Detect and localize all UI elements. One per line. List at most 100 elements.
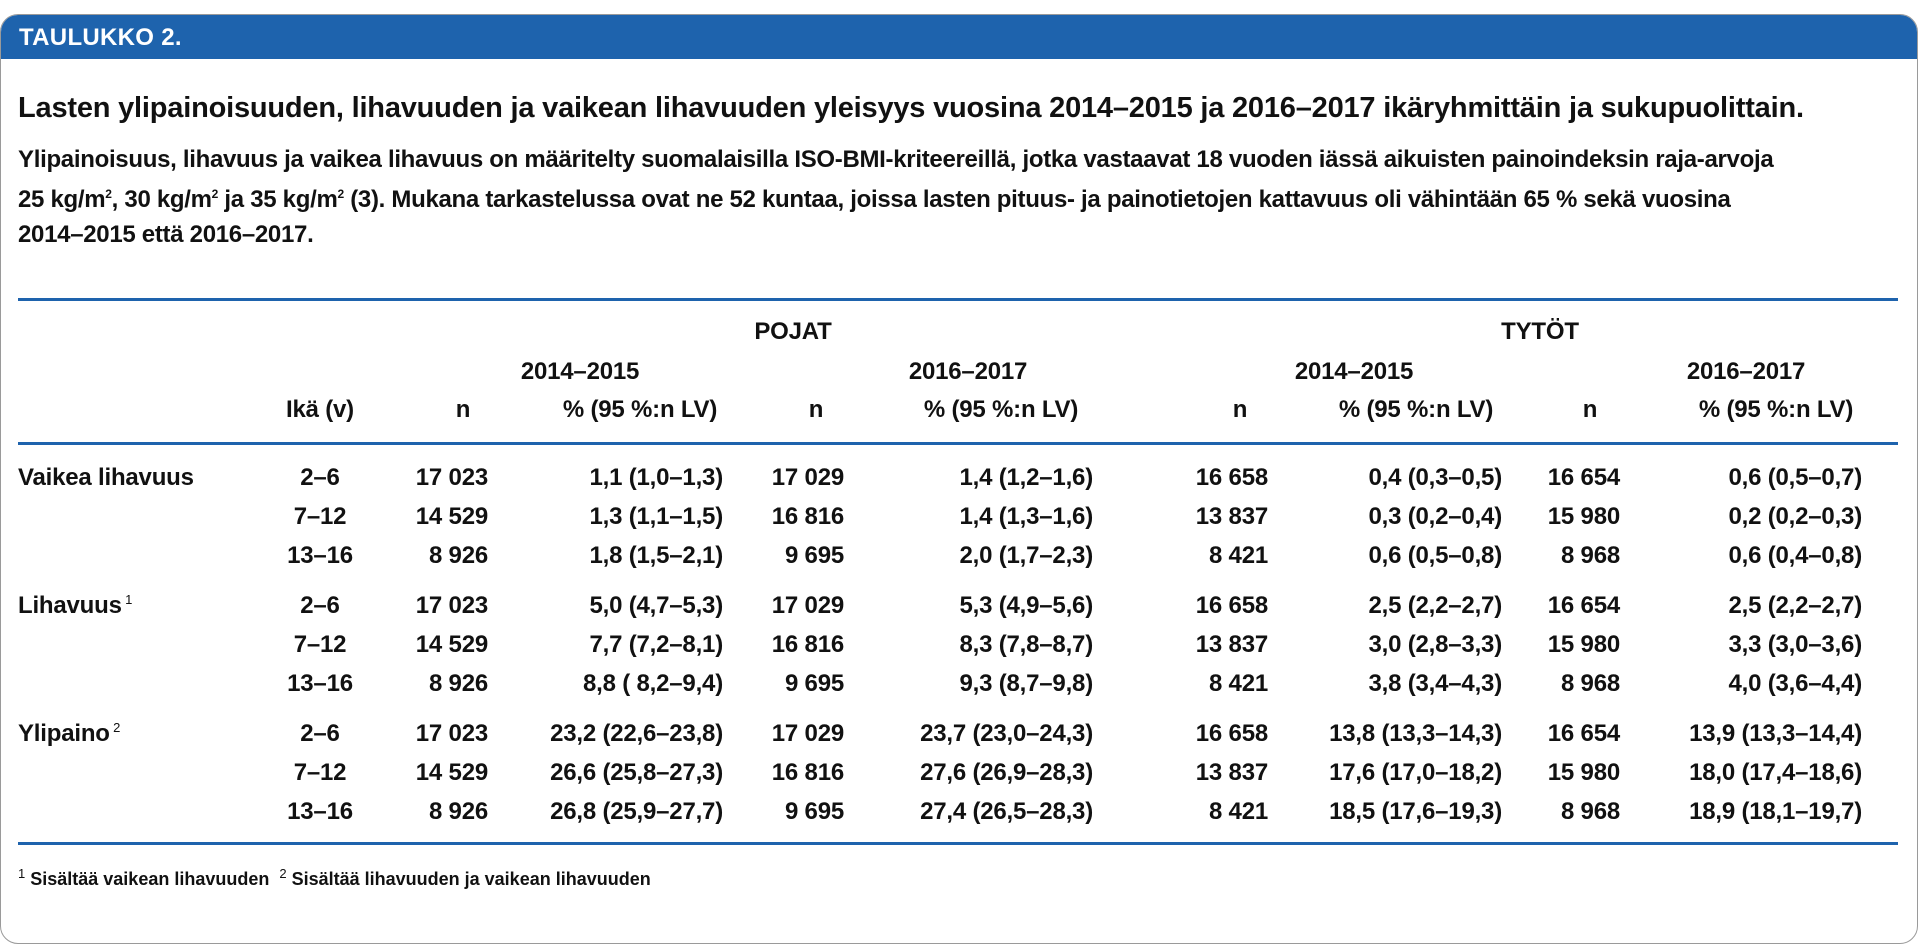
- cell-girls-pct-2: 0,6 (0,4–0,8): [1728, 542, 1863, 569]
- cell-boys-pct-1: 1,3 (1,1–1,5): [589, 503, 724, 530]
- cell-age: 7–12: [293, 631, 347, 658]
- cell-boys-pct-1: 1,8 (1,5–2,1): [589, 542, 724, 569]
- cell-girls-pct-1: 0,3 (0,2–0,4): [1368, 503, 1503, 530]
- cell-boys-n-2: 16 816: [771, 631, 844, 658]
- cell-girls-n-1: 16 658: [1195, 592, 1268, 619]
- cell-boys-pct-2: 23,7 (23,0–24,3): [920, 720, 1093, 747]
- cell-girls-pct-2: 0,6 (0,5–0,7): [1728, 464, 1863, 491]
- cell-boys-n-2: 17 029: [771, 592, 844, 619]
- cell-age: 13–16: [287, 798, 353, 825]
- row-group-label: Lihavuus 1: [18, 592, 133, 619]
- col-header-pct: % (95 %:n LV): [923, 396, 1079, 423]
- cell-boys-pct-1: 26,8 (25,9–27,7): [550, 798, 723, 825]
- bottom-rule: [18, 842, 1898, 845]
- cell-age: 7–12: [293, 759, 347, 786]
- cell-girls-n-1: 13 837: [1195, 503, 1268, 530]
- table-title: Lasten ylipainoisuuden, lihavuuden ja va…: [18, 92, 1804, 124]
- header-rule: [18, 442, 1898, 445]
- cell-girls-n-1: 13 837: [1195, 759, 1268, 786]
- cell-girls-pct-2: 0,2 (0,2–0,3): [1728, 503, 1863, 530]
- cell-boys-pct-1: 26,6 (25,8–27,3): [550, 759, 723, 786]
- cell-age: 2–6: [300, 464, 340, 491]
- footnotes: 1 Sisältää vaikean lihavuuden 2 Sisältää…: [18, 866, 651, 889]
- cell-boys-pct-2: 5,3 (4,9–5,6): [959, 592, 1094, 619]
- table-description: Ylipainoisuus, lihavuus ja vaikea lihavu…: [18, 142, 1878, 252]
- cell-boys-pct-2: 8,3 (7,8–8,7): [959, 631, 1094, 658]
- cell-boys-n-1: 14 529: [415, 631, 488, 658]
- cell-girls-pct-2: 18,0 (17,4–18,6): [1689, 759, 1862, 786]
- cell-girls-n-2: 8 968: [1560, 670, 1620, 697]
- cell-girls-pct-1: 13,8 (13,3–14,3): [1329, 720, 1502, 747]
- cell-boys-pct-1: 7,7 (7,2–8,1): [589, 631, 724, 658]
- cell-girls-n-1: 8 421: [1208, 798, 1268, 825]
- cell-boys-n-1: 14 529: [415, 503, 488, 530]
- cell-age: 13–16: [287, 670, 353, 697]
- period-header-boys-1: 2014–2015: [520, 358, 640, 385]
- cell-girls-n-2: 15 980: [1547, 631, 1620, 658]
- cell-boys-n-1: 8 926: [428, 542, 488, 569]
- cell-girls-n-2: 15 980: [1547, 759, 1620, 786]
- table-card: TAULUKKO 2.: [0, 14, 1918, 944]
- cell-girls-pct-2: 2,5 (2,2–2,7): [1728, 592, 1863, 619]
- cell-girls-pct-1: 0,4 (0,3–0,5): [1368, 464, 1503, 491]
- cell-boys-pct-2: 1,4 (1,3–1,6): [959, 503, 1094, 530]
- cell-boys-pct-1: 5,0 (4,7–5,3): [589, 592, 724, 619]
- cell-boys-n-1: 8 926: [428, 670, 488, 697]
- top-rule: [18, 298, 1898, 301]
- cell-girls-n-2: 16 654: [1547, 592, 1620, 619]
- cell-boys-n-2: 9 695: [784, 670, 844, 697]
- cell-girls-pct-2: 3,3 (3,0–3,6): [1728, 631, 1863, 658]
- cell-girls-pct-1: 2,5 (2,2–2,7): [1368, 592, 1503, 619]
- cell-girls-n-2: 15 980: [1547, 503, 1620, 530]
- col-header-n: n: [455, 396, 471, 423]
- cell-boys-pct-1: 1,1 (1,0–1,3): [589, 464, 724, 491]
- col-header-pct: % (95 %:n LV): [1698, 396, 1854, 423]
- description-line-1: Ylipainoisuus, lihavuus ja vaikea lihavu…: [18, 146, 1774, 173]
- cell-age: 2–6: [300, 592, 340, 619]
- cell-boys-n-1: 17 023: [415, 464, 488, 491]
- description-line-2: 25 kg/m2, 30 kg/m2 ja 35 kg/m2 (3). Muka…: [18, 186, 1731, 213]
- cell-boys-pct-2: 9,3 (8,7–9,8): [959, 670, 1094, 697]
- cell-boys-pct-2: 2,0 (1,7–2,3): [959, 542, 1094, 569]
- cell-girls-n-2: 8 968: [1560, 542, 1620, 569]
- row-group-label: Vaikea lihavuus: [18, 464, 194, 491]
- cell-boys-pct-1: 8,8 ( 8,2–9,4): [583, 670, 723, 697]
- cell-boys-n-2: 9 695: [784, 542, 844, 569]
- cell-girls-pct-2: 18,9 (18,1–19,7): [1689, 798, 1862, 825]
- cell-boys-pct-1: 23,2 (22,6–23,8): [550, 720, 723, 747]
- cell-age: 7–12: [293, 503, 347, 530]
- cell-boys-n-2: 16 816: [771, 503, 844, 530]
- description-line-3: 2014–2015 että 2016–2017.: [18, 221, 314, 248]
- cell-boys-pct-2: 1,4 (1,2–1,6): [959, 464, 1094, 491]
- cell-girls-n-1: 16 658: [1195, 720, 1268, 747]
- cell-boys-pct-2: 27,6 (26,9–28,3): [920, 759, 1093, 786]
- cell-boys-n-2: 9 695: [784, 798, 844, 825]
- group-header-boys: POJAT: [754, 318, 832, 345]
- col-header-pct: % (95 %:n LV): [1338, 396, 1494, 423]
- cell-age: 13–16: [287, 542, 353, 569]
- cell-girls-n-1: 8 421: [1208, 670, 1268, 697]
- cell-boys-n-2: 16 816: [771, 759, 844, 786]
- cell-boys-n-2: 17 029: [771, 720, 844, 747]
- cell-girls-n-2: 8 968: [1560, 798, 1620, 825]
- col-header-n: n: [808, 396, 824, 423]
- table-banner: TAULUKKO 2.: [1, 15, 1917, 59]
- cell-girls-pct-1: 3,0 (2,8–3,3): [1368, 631, 1503, 658]
- cell-girls-n-1: 8 421: [1208, 542, 1268, 569]
- cell-girls-pct-1: 18,5 (17,6–19,3): [1329, 798, 1502, 825]
- cell-girls-pct-2: 4,0 (3,6–4,4): [1728, 670, 1863, 697]
- period-header-girls-1: 2014–2015: [1294, 358, 1414, 385]
- cell-age: 2–6: [300, 720, 340, 747]
- cell-boys-n-1: 14 529: [415, 759, 488, 786]
- period-header-boys-2: 2016–2017: [908, 358, 1028, 385]
- cell-girls-n-2: 16 654: [1547, 464, 1620, 491]
- cell-boys-n-1: 17 023: [415, 592, 488, 619]
- cell-girls-pct-1: 17,6 (17,0–18,2): [1329, 759, 1502, 786]
- group-header-girls: TYTÖT: [1501, 318, 1579, 345]
- cell-girls-pct-2: 13,9 (13,3–14,4): [1689, 720, 1862, 747]
- cell-girls-n-1: 13 837: [1195, 631, 1268, 658]
- col-header-n: n: [1232, 396, 1248, 423]
- cell-girls-n-2: 16 654: [1547, 720, 1620, 747]
- period-header-girls-2: 2016–2017: [1686, 358, 1806, 385]
- cell-boys-n-1: 8 926: [428, 798, 488, 825]
